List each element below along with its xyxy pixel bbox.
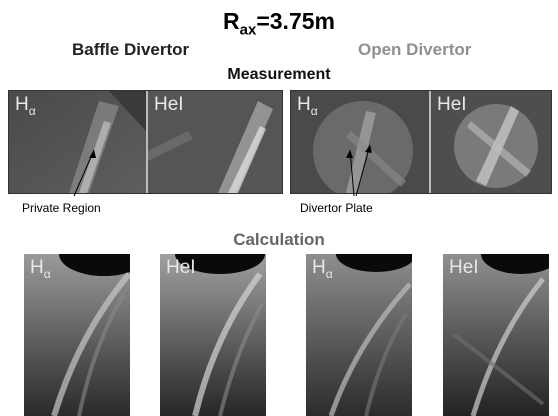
calculation-baffle-hel-panel: HeI: [160, 254, 266, 416]
rax-value: =3.75m: [256, 8, 335, 34]
calculation-baffle-hel-image: [160, 254, 266, 416]
divertor-plate-arrow-2: [355, 144, 371, 197]
measurement-baffle-group: Hα HeI: [8, 90, 283, 194]
measurement-baffle-halpha-image: [9, 91, 146, 193]
measurement-baffle-hel-image: [148, 91, 282, 193]
calculation-open-halpha-label: Hα: [312, 257, 333, 281]
divertor-plate-label: Divertor Plate: [300, 201, 373, 215]
measurement-baffle-halpha-panel: Hα: [9, 91, 146, 193]
baffle-divertor-header: Baffle Divertor: [72, 40, 190, 59]
open-divertor-header: Open Divertor: [358, 40, 472, 59]
measurement-baffle-hel-label: HeI: [154, 94, 184, 115]
measurement-baffle-hel-panel: HeI: [148, 91, 282, 193]
private-region-label: Private Region: [22, 201, 101, 215]
measurement-open-group: Hα HeI: [290, 90, 552, 194]
calculation-open-halpha-panel: Hα: [306, 254, 412, 416]
panel-divider: [146, 91, 148, 193]
divertor-plate-arrowhead-1: [346, 150, 353, 158]
calculation-baffle-halpha-panel: Hα: [24, 254, 130, 416]
calculation-header: Calculation: [233, 230, 325, 249]
measurement-open-halpha-panel: Hα: [291, 91, 429, 193]
measurement-baffle-halpha-label: Hα: [15, 94, 36, 118]
private-region-arrowhead: [89, 150, 96, 158]
rax-title: Rax=3.75m: [0, 8, 558, 39]
calculation-open-hel-label: HeI: [449, 257, 479, 278]
measurement-open-halpha-image: [291, 91, 429, 193]
measurement-open-hel-panel: HeI: [431, 91, 551, 193]
measurement-open-hel-label: HeI: [437, 94, 467, 115]
panel-divider: [429, 91, 431, 193]
measurement-open-halpha-label: Hα: [297, 94, 318, 118]
divertor-plate-arrowhead-2: [365, 145, 372, 153]
calculation-open-hel-panel: HeI: [443, 254, 549, 416]
rax-subscript: ax: [239, 21, 257, 39]
calculation-baffle-hel-label: HeI: [166, 257, 196, 278]
calculation-open-halpha-image: [306, 254, 412, 416]
measurement-header: Measurement: [227, 66, 331, 83]
calculation-baffle-halpha-label: Hα: [30, 257, 51, 281]
calculation-baffle-halpha-image: [24, 254, 130, 416]
measurement-open-hel-image: [431, 91, 551, 193]
rax-symbol: R: [223, 8, 240, 34]
calculation-open-hel-image: [443, 254, 549, 416]
